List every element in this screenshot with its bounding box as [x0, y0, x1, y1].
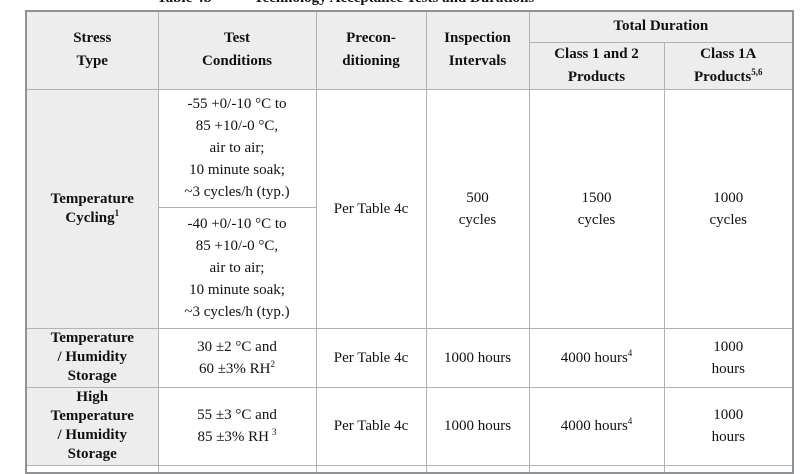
table-bottom-sliver-row	[25, 464, 794, 473]
cell-inspection-temp-humidity: 1000 hours	[425, 327, 530, 388]
header-inspection-intervals: Inspection Intervals	[425, 10, 530, 90]
header-stress-type: Stress Type	[25, 10, 159, 90]
cell-preconditioning-high-temp-humidity: Per Table 4c	[315, 386, 427, 466]
cell-inspection-high-temp-humidity: 1000 hours	[425, 386, 530, 466]
cell-stress-high-temp-humidity-storage: High Temperature / Humidity Storage	[25, 386, 159, 466]
cell-preconditioning-cycling: Per Table 4c	[315, 88, 427, 329]
cell-preconditioning-temp-humidity: Per Table 4c	[315, 327, 427, 388]
header-class-1a-footnote: 5,6	[751, 66, 763, 77]
caption-label: Table 4b	[157, 0, 212, 6]
footnote-2: 2	[270, 358, 276, 369]
footnote-3: 3	[272, 427, 277, 437]
cell-conditions-high-temp-humidity: 55 ±3 °C and 85 ±3% RH 3	[157, 386, 317, 466]
footnote-1: 1	[114, 207, 120, 218]
cell-class1a-cycling: 1000 cycles	[663, 88, 794, 329]
header-class-1-2-products: Class 1 and 2 Products	[528, 41, 665, 90]
cell-class12-high-temp-humidity: 4000 hours4	[528, 386, 665, 466]
cell-class12-temp-humidity: 4000 hours4	[528, 327, 665, 388]
table-caption-clipped: Table 4b Technology Acceptance Tests and …	[157, 0, 657, 9]
footnote-4b: 4	[627, 416, 633, 426]
caption-title: Technology Acceptance Tests and Duration…	[254, 0, 534, 6]
cell-stress-temperature-cycling: Temperature Cycling1	[25, 88, 159, 329]
cell-conditions-temp-humidity: 30 ±2 °C and 60 ±3% RH2	[157, 327, 317, 388]
header-test-conditions: Test Conditions	[157, 10, 317, 90]
header-total-duration: Total Duration	[528, 10, 794, 43]
cell-class1a-high-temp-humidity: 1000 hours	[663, 386, 794, 466]
footnote-4: 4	[627, 347, 633, 358]
cell-inspection-cycling: 500 cycles	[425, 88, 530, 329]
header-class-1a-products: Class 1A Products5,6	[663, 41, 794, 90]
cell-class1a-temp-humidity: 1000 hours	[663, 327, 794, 388]
cell-stress-temp-humidity-storage: Temperature / Humidity Storage	[25, 327, 159, 388]
cell-conditions-cycling-a: -55 +0/-10 °C to 85 +10/-0 °C, air to ai…	[157, 88, 317, 208]
cell-conditions-cycling-b: -40 +0/-10 °C to 85 +10/-0 °C, air to ai…	[157, 206, 317, 329]
cell-class12-cycling: 1500 cycles	[528, 88, 665, 329]
stress-test-table: Stress Type Test Conditions Precon- diti…	[25, 10, 795, 474]
header-preconditioning: Precon- ditioning	[315, 10, 427, 90]
